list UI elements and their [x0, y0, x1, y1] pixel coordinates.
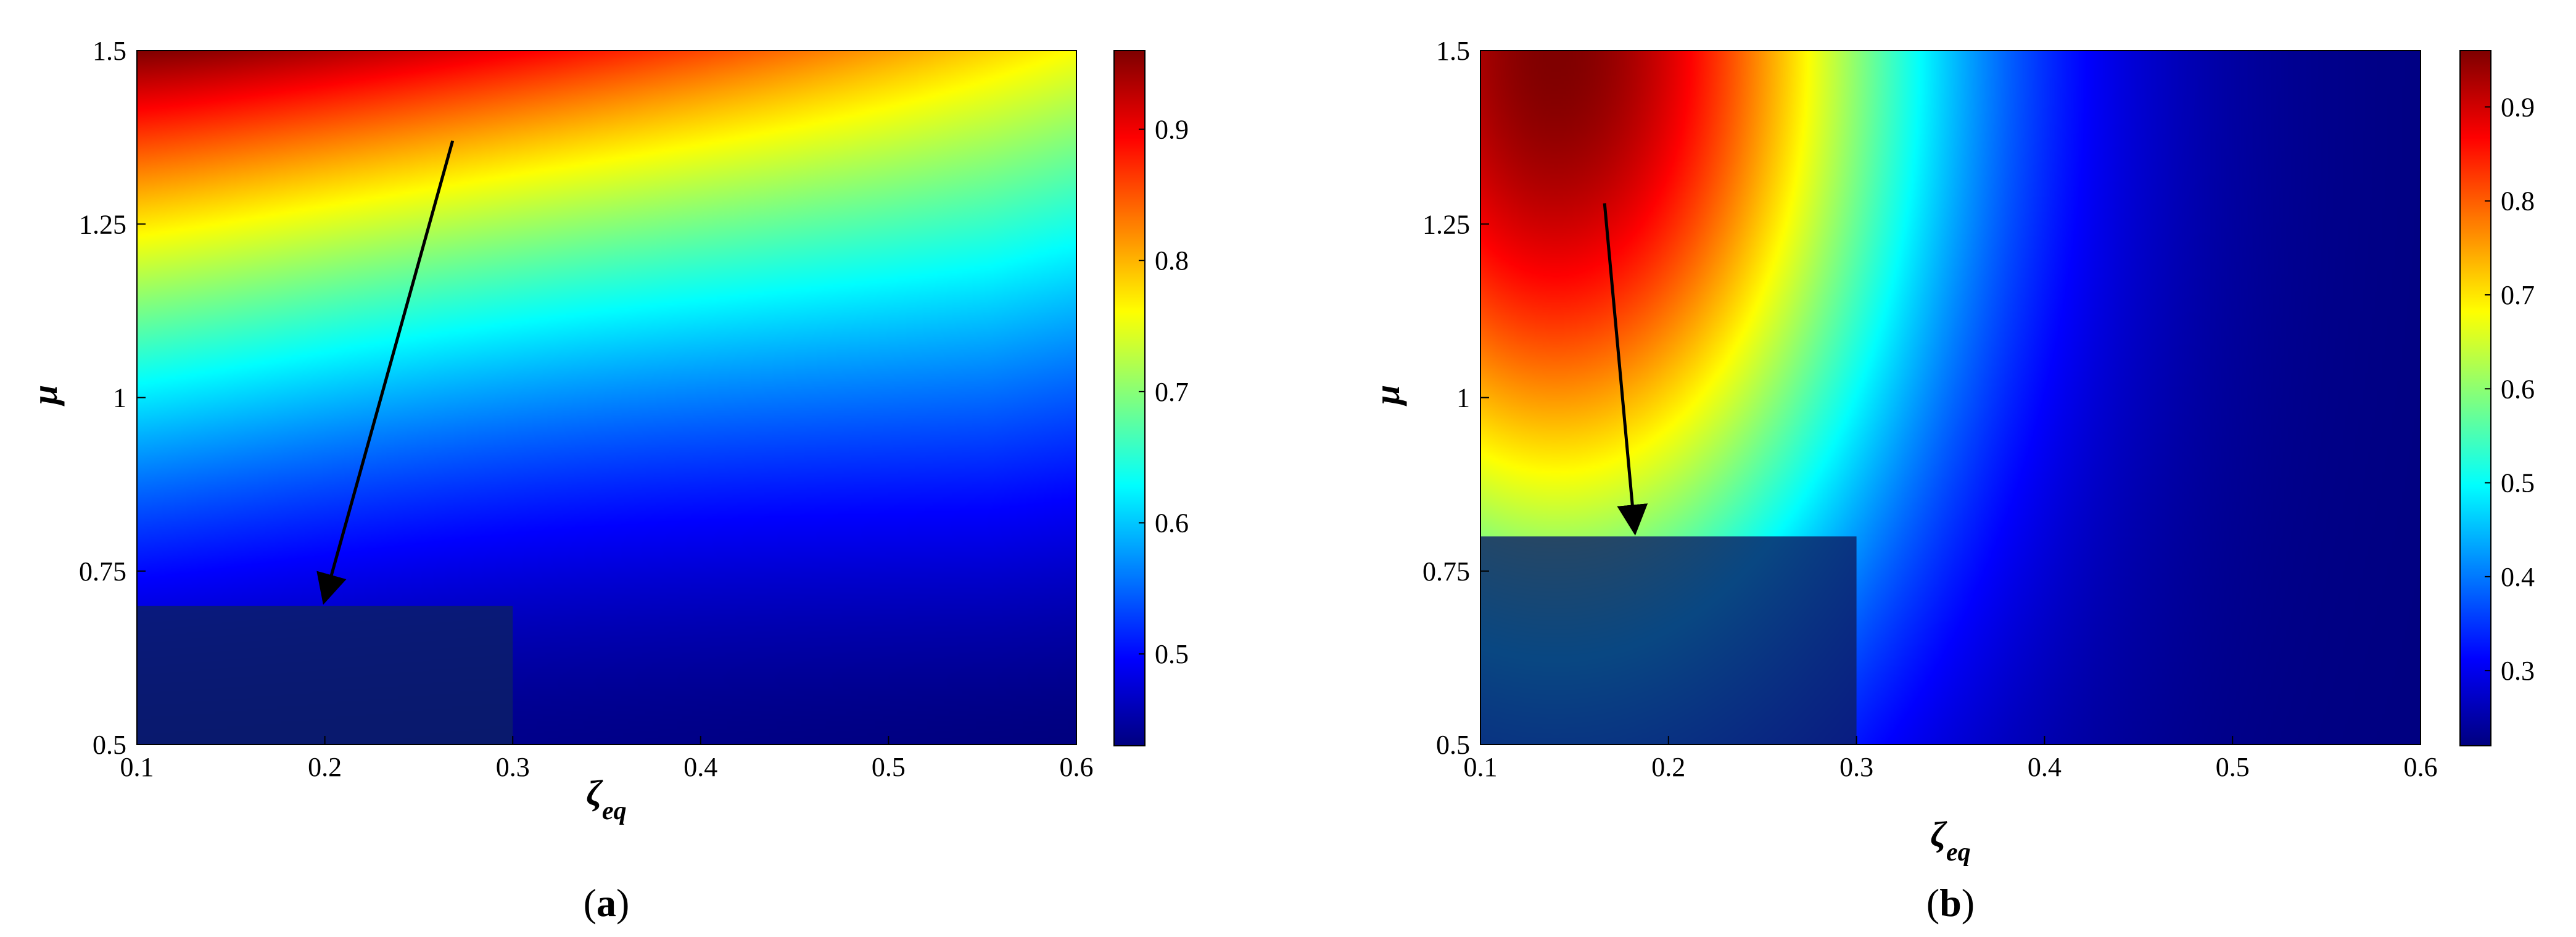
x-tick-label: 0.2	[308, 752, 342, 782]
x-axis-label-a: ζeq	[586, 773, 626, 825]
x-tick-label: 0.6	[1060, 752, 1094, 782]
colorbar-tick-label: 0.7	[1155, 377, 1189, 407]
x-tick-label: 0.5	[872, 752, 906, 782]
y-tick-label: 1.5	[1436, 36, 1470, 66]
colorbar-tick-label: 0.3	[2501, 656, 2535, 686]
shaded-region-b	[1480, 536, 1857, 745]
y-tick-label: 0.75	[1422, 556, 1470, 587]
colorbar-tick-label: 0.8	[2501, 186, 2535, 217]
x-ticks-b: 0.1 0.2 0.3 0.4 0.5 0.6	[1464, 736, 2438, 782]
y-tick-label: 1.25	[1422, 209, 1470, 239]
x-ticks-a: 0.1 0.2 0.3 0.4 0.5 0.6	[120, 736, 1094, 782]
colorbar-frame-b	[2459, 50, 2491, 746]
x-tick-label: 0.3	[1839, 752, 1873, 782]
y-axis-label-b: μ	[1367, 385, 1407, 407]
y-tick-label: 1	[113, 383, 126, 413]
x-tick-label: 0.4	[2028, 752, 2062, 782]
colorbar-a	[1114, 51, 1145, 746]
y-tick-label: 1.5	[93, 36, 126, 66]
colorbar-tick-label: 0.6	[2501, 374, 2535, 404]
colorbar-tick-label: 0.9	[1155, 115, 1189, 145]
colorbar-tick-label: 0.7	[2501, 280, 2535, 310]
colorbar-tick-label: 0.5	[1155, 639, 1189, 669]
colorbar-tick-label: 0.4	[2501, 562, 2535, 592]
y-tick-label: 1	[1456, 383, 1470, 413]
colorbar-tick-label: 0.8	[1155, 246, 1189, 276]
colorbar-ticks-b: 0.3 0.4 0.5 0.6 0.7 0.8 0.9	[2485, 92, 2535, 686]
panel-label-b: (b)	[1926, 881, 1975, 925]
y-tick-label: 0.75	[79, 556, 126, 587]
y-ticks-a: 0.5 0.75 1 1.25 1.5	[79, 36, 146, 760]
panel-label-a: (a)	[584, 881, 630, 925]
panel-a: 0.1 0.2 0.3 0.4 0.5 0.6 0.5 0.75 1 1.25 1.5 ζeq μ…	[25, 36, 1189, 925]
y-tick-label: 0.5	[1436, 730, 1470, 760]
panel-b: 0.1 0.2 0.3 0.4 0.5 0.6 0.5 0.75 1 1.25 1.5 ζeq μ…	[1367, 36, 2535, 925]
y-ticks-b: 0.5 0.75 1 1.25 1.5	[1422, 36, 1489, 760]
x-tick-label: 0.2	[1651, 752, 1685, 782]
colorbar-ticks-a: 0.5 0.6 0.7 0.8 0.9	[1139, 115, 1189, 669]
colorbar-frame-a	[1113, 50, 1146, 746]
arrow-a	[316, 140, 455, 605]
shaded-region-a	[137, 606, 513, 745]
y-tick-label: 0.5	[93, 730, 126, 760]
x-tick-label: 0.6	[2404, 752, 2438, 782]
y-axis-label-a: μ	[25, 385, 65, 407]
y-tick-label: 1.25	[79, 209, 126, 239]
x-tick-label: 0.4	[683, 752, 717, 782]
colorbar-tick-label: 0.5	[2501, 468, 2535, 498]
colorbar-b	[2460, 51, 2491, 746]
x-tick-label: 0.1	[120, 752, 154, 782]
x-tick-label: 0.1	[1464, 752, 1498, 782]
x-tick-label: 0.3	[496, 752, 530, 782]
colorbar-tick-label: 0.6	[1155, 508, 1189, 539]
colorbar-tick-label: 0.9	[2501, 92, 2535, 122]
x-tick-label: 0.5	[2216, 752, 2250, 782]
x-axis-label-b: ζeq	[1930, 814, 1970, 867]
arrow-b	[1603, 203, 1648, 536]
